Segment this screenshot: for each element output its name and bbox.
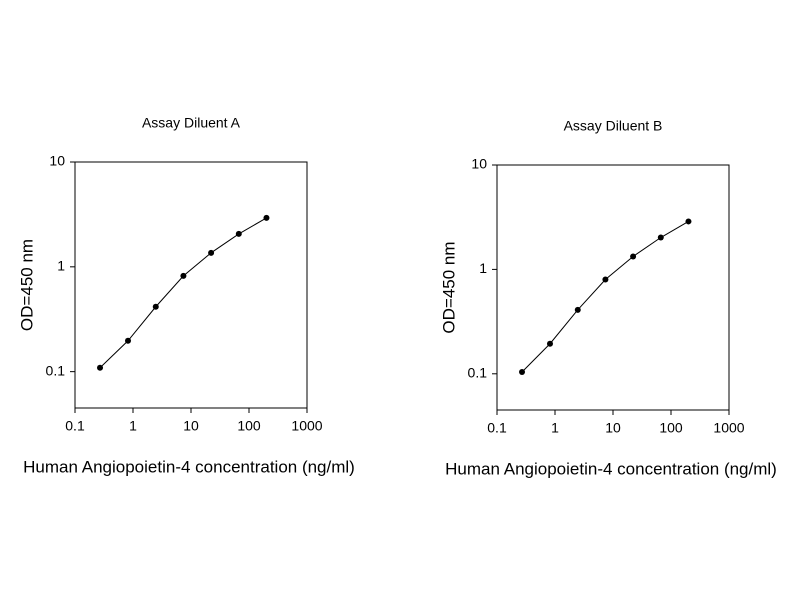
x-tick-label: 10: [605, 420, 621, 436]
x-tick-label: 100: [659, 420, 683, 436]
x-axis-label: Human Angiopoietin-4 concentration (ng/m…: [23, 457, 355, 476]
data-line: [99, 217, 267, 369]
y-tick-label: 1: [57, 258, 65, 274]
x-tick-label: 0.1: [65, 418, 85, 434]
y-tick-label: 0.1: [46, 362, 66, 378]
data-point: [235, 230, 242, 237]
x-tick-label: 1: [129, 418, 137, 434]
x-tick-label: 1000: [713, 420, 744, 436]
data-point: [657, 234, 664, 241]
x-tick-label: 10: [183, 418, 199, 434]
y-axis-label: OD=450 nm: [439, 241, 458, 333]
data-point: [125, 337, 132, 344]
x-tick-label: 100: [237, 418, 261, 434]
plot-frame: [496, 164, 730, 411]
data-point: [180, 272, 187, 279]
x-tick-label: 0.1: [487, 420, 507, 436]
data-point: [630, 253, 637, 260]
data-point: [685, 218, 692, 225]
y-tick-label: 10: [471, 156, 487, 172]
data-point: [519, 369, 526, 376]
chart-title: Assay Diluent B: [564, 118, 663, 134]
plot-frame: [74, 161, 308, 409]
x-axis-label: Human Angiopoietin-4 concentration (ng/m…: [445, 459, 777, 478]
data-point: [208, 249, 215, 256]
y-tick-label: 10: [49, 153, 65, 169]
chart-title: Assay Diluent A: [142, 115, 241, 131]
data-point: [97, 364, 104, 371]
data-point: [263, 214, 270, 221]
y-tick-label: 1: [479, 260, 487, 276]
data-point: [547, 340, 554, 347]
data-line: [521, 221, 689, 373]
x-tick-label: 1: [551, 420, 559, 436]
x-tick-label: 1000: [291, 418, 322, 434]
y-axis-label: OD=450 nm: [17, 239, 36, 331]
data-point: [574, 306, 581, 313]
data-point: [152, 303, 159, 310]
data-point: [602, 276, 609, 283]
y-tick-label: 0.1: [468, 364, 488, 380]
